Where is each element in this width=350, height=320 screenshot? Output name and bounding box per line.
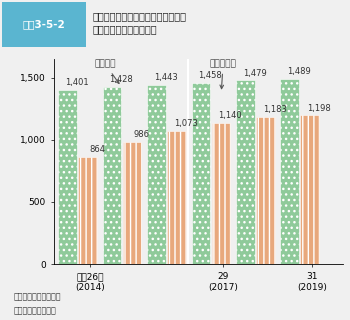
Text: 1,198: 1,198: [307, 104, 331, 113]
Text: 1,479: 1,479: [243, 69, 266, 78]
Text: 864: 864: [89, 145, 105, 154]
Text: 注：各年４月末時点: 注：各年４月末時点: [14, 307, 57, 316]
Text: 鳥獣被害防止計画の策定と鳥獣被害
対策実施隊の設置の状況: 鳥獣被害防止計画の策定と鳥獣被害 対策実施隊の設置の状況: [93, 11, 187, 34]
Text: 1,428: 1,428: [110, 75, 133, 84]
Bar: [103, 87, 121, 264]
Bar: [122, 142, 141, 264]
Bar: [58, 90, 77, 264]
Text: 計画策定: 計画策定: [94, 60, 119, 84]
Bar: [78, 157, 97, 264]
Text: 資料：農林水産省作成: 資料：農林水産省作成: [14, 292, 62, 301]
Bar: [280, 79, 299, 264]
Bar: [236, 80, 254, 264]
Text: 1,401: 1,401: [65, 78, 89, 87]
Bar: [2, 3, 86, 47]
Text: 1,183: 1,183: [262, 105, 287, 115]
Text: 986: 986: [133, 130, 149, 139]
Text: 1,140: 1,140: [218, 111, 242, 120]
Bar: [167, 131, 186, 264]
Text: 1,073: 1,073: [174, 119, 198, 128]
Text: 1,458: 1,458: [198, 71, 222, 80]
Text: 1,489: 1,489: [287, 68, 311, 76]
Bar: [300, 115, 319, 264]
Text: 1,443: 1,443: [154, 73, 178, 82]
Bar: [147, 85, 166, 264]
Bar: [191, 83, 210, 264]
Bar: [211, 123, 230, 264]
Text: 実施隊設置: 実施隊設置: [210, 60, 237, 89]
Text: 図表3-5-2: 図表3-5-2: [22, 19, 65, 29]
Bar: [256, 117, 275, 264]
